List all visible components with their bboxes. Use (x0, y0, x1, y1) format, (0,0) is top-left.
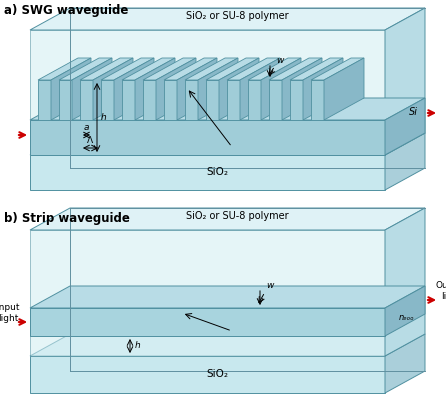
Text: nₑₒₒ: nₑₒₒ (399, 312, 415, 321)
Text: w: w (266, 281, 274, 290)
Polygon shape (156, 58, 196, 120)
Polygon shape (311, 58, 364, 80)
Polygon shape (80, 58, 133, 80)
Polygon shape (38, 80, 51, 120)
Polygon shape (227, 80, 240, 120)
Polygon shape (206, 80, 219, 120)
Polygon shape (30, 286, 425, 308)
Polygon shape (122, 58, 175, 80)
Polygon shape (385, 286, 425, 336)
Polygon shape (135, 58, 175, 120)
Polygon shape (385, 133, 425, 190)
Polygon shape (198, 58, 238, 120)
Polygon shape (248, 58, 301, 80)
Polygon shape (324, 58, 364, 120)
Text: Λ: Λ (87, 136, 93, 145)
Polygon shape (30, 308, 385, 336)
Polygon shape (227, 58, 280, 80)
Polygon shape (385, 334, 425, 393)
Polygon shape (311, 80, 324, 120)
Text: Input
light: Input light (0, 303, 20, 323)
Text: SiO₂: SiO₂ (206, 369, 228, 379)
Polygon shape (114, 58, 154, 120)
Polygon shape (385, 98, 425, 155)
Polygon shape (30, 30, 385, 155)
Polygon shape (80, 80, 93, 120)
Text: w: w (277, 56, 284, 65)
Polygon shape (261, 58, 301, 120)
Polygon shape (72, 58, 112, 120)
Polygon shape (269, 80, 282, 120)
Text: Output
light: Output light (435, 281, 446, 301)
Polygon shape (93, 58, 133, 120)
Polygon shape (164, 58, 217, 80)
Polygon shape (30, 334, 425, 356)
Polygon shape (30, 208, 425, 230)
Text: a: a (83, 122, 89, 131)
Polygon shape (59, 80, 72, 120)
Text: Si: Si (409, 107, 417, 117)
Polygon shape (282, 58, 322, 120)
Polygon shape (101, 58, 154, 80)
Polygon shape (240, 58, 280, 120)
Text: h: h (101, 112, 107, 122)
Polygon shape (177, 58, 217, 120)
Polygon shape (30, 133, 425, 155)
Polygon shape (51, 58, 91, 120)
Polygon shape (30, 120, 385, 155)
Polygon shape (290, 80, 303, 120)
Polygon shape (30, 8, 425, 30)
Text: h: h (135, 342, 141, 351)
Polygon shape (30, 98, 425, 120)
Text: SiO₂: SiO₂ (206, 167, 228, 177)
Text: SiO₂ or SU-8 polymer: SiO₂ or SU-8 polymer (186, 11, 288, 21)
Polygon shape (30, 155, 385, 190)
Polygon shape (122, 80, 135, 120)
Polygon shape (164, 80, 177, 120)
Polygon shape (185, 58, 238, 80)
Text: SiO₂ or SU-8 polymer: SiO₂ or SU-8 polymer (186, 211, 288, 221)
Polygon shape (30, 230, 385, 356)
Polygon shape (59, 58, 112, 80)
Polygon shape (206, 58, 259, 80)
Polygon shape (269, 58, 322, 80)
Polygon shape (143, 80, 156, 120)
Polygon shape (303, 58, 343, 120)
Polygon shape (30, 356, 385, 393)
Polygon shape (101, 80, 114, 120)
Polygon shape (385, 8, 425, 155)
Polygon shape (385, 208, 425, 356)
Polygon shape (143, 58, 196, 80)
Polygon shape (219, 58, 259, 120)
Polygon shape (38, 58, 91, 80)
Text: a) SWG waveguide: a) SWG waveguide (4, 3, 128, 16)
Text: b) Strip waveguide: b) Strip waveguide (4, 211, 130, 225)
Polygon shape (248, 80, 261, 120)
Polygon shape (185, 80, 198, 120)
Polygon shape (290, 58, 343, 80)
